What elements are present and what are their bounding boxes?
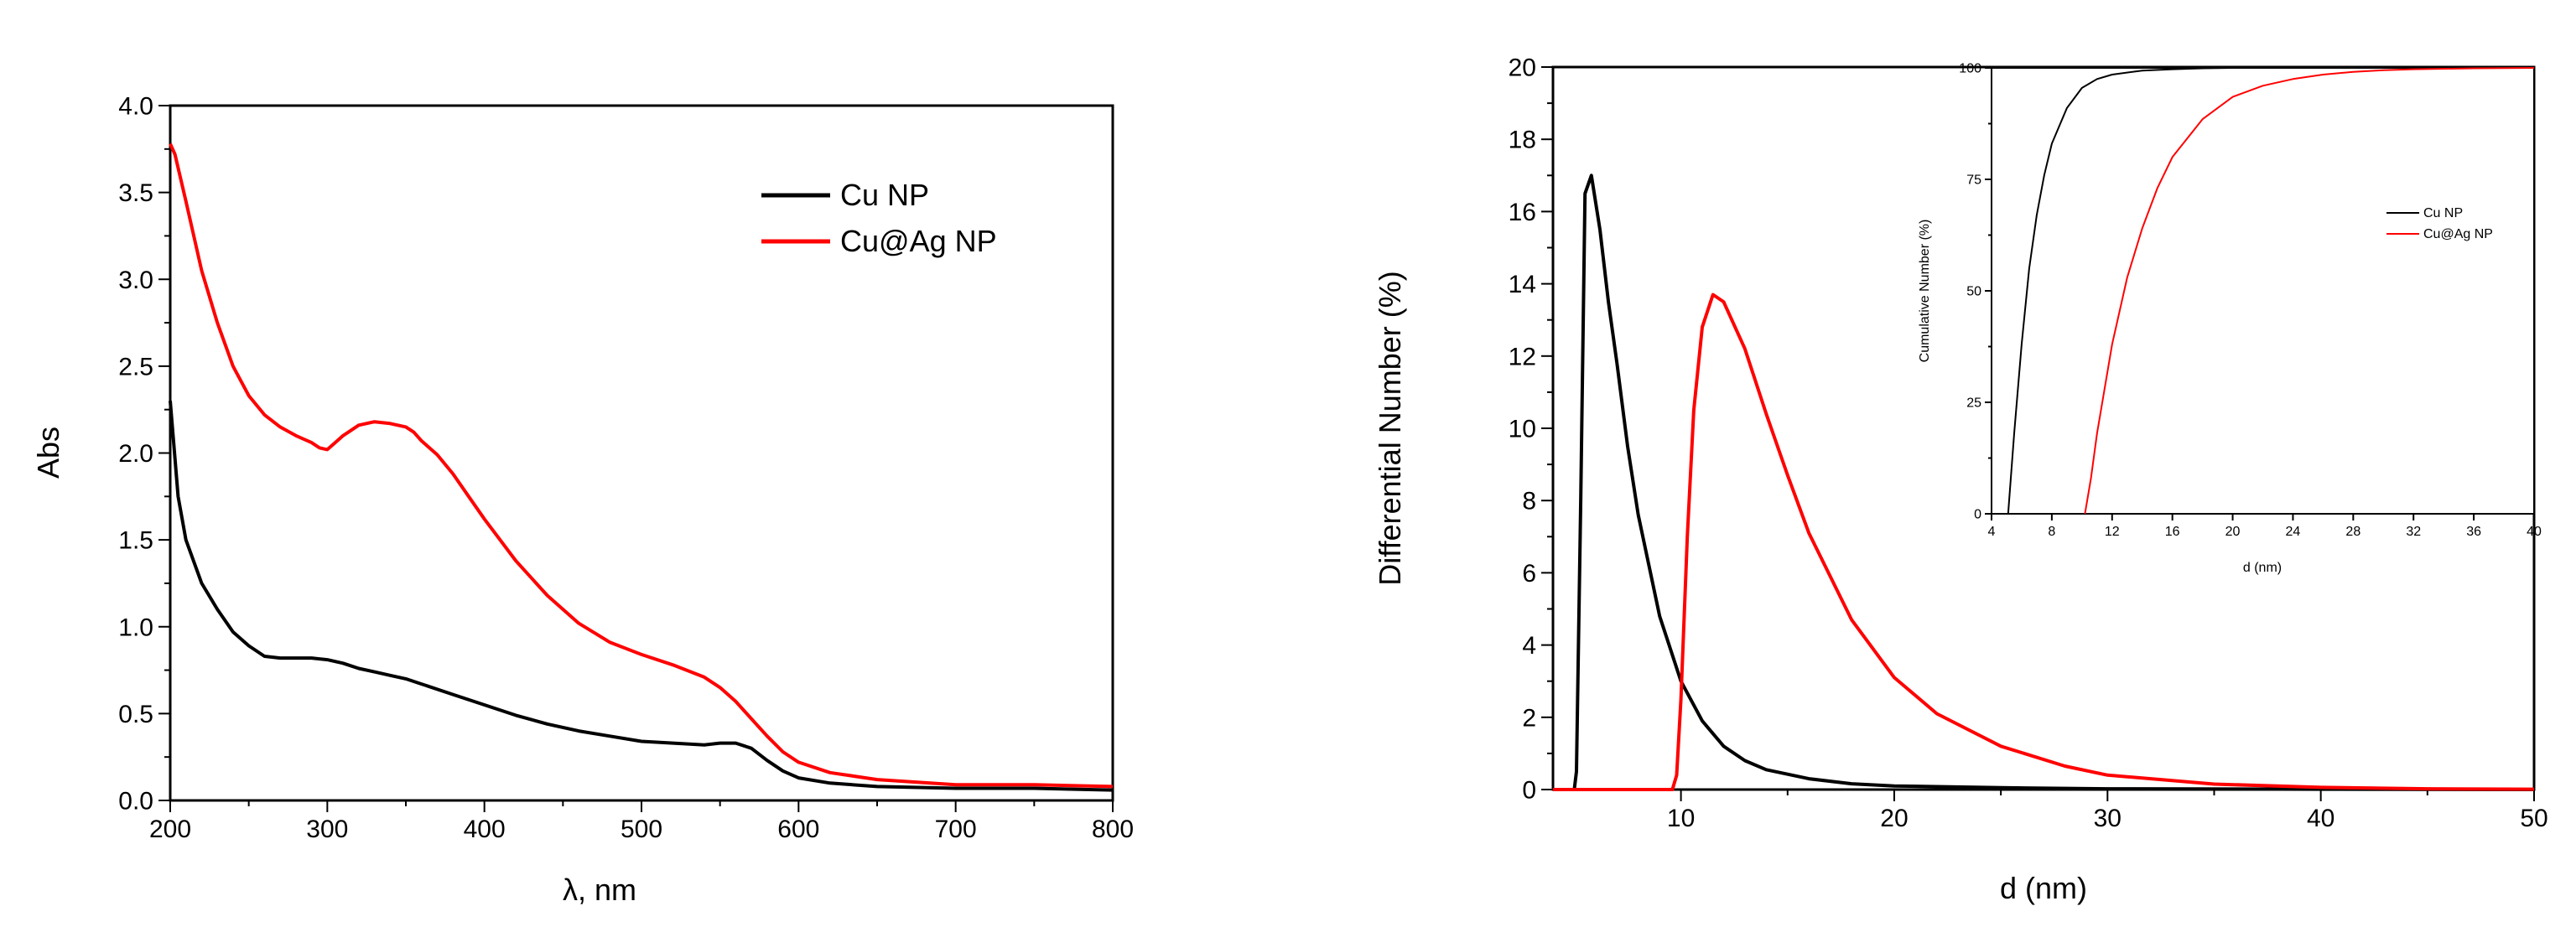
- inset-series: [2007, 67, 2535, 515]
- inset-plot-frame: [1991, 67, 2535, 515]
- y-tick-label: 1.0: [118, 614, 153, 641]
- cumulative-inset-chart: 4 8 12 16 20 24 28 32 36 40 0 25 50 75 100 d (nm) Cumu…: [1918, 62, 2542, 575]
- y-tick-label: 25: [1966, 396, 1981, 411]
- y-tick-label: 4.0: [118, 93, 153, 121]
- series-line-cu-np: [1553, 173, 2535, 791]
- absorbance-plot-frame: [169, 104, 1114, 802]
- x-tick-label: 50: [2520, 805, 2547, 832]
- distribution-series: [1553, 173, 2535, 791]
- y-tick-label: 2: [1522, 704, 1536, 732]
- y-tick-label: 6: [1522, 560, 1536, 588]
- y-tick-label: 1.5: [118, 527, 153, 555]
- series-line-cu-np: [2007, 67, 2534, 515]
- absorbance-x-label: λ, nm: [563, 873, 636, 907]
- y-tick-label: 3.0: [118, 267, 153, 294]
- x-tick-label: 40: [2307, 805, 2334, 832]
- absorbance-y-label: Abs: [31, 427, 65, 479]
- x-tick-label: 20: [2225, 525, 2241, 539]
- x-tick-label: 32: [2406, 525, 2421, 539]
- x-tick-label: 16: [2165, 525, 2180, 539]
- distribution-y-label: Differential Number (%): [1373, 271, 1407, 585]
- y-tick-label: 100: [1959, 62, 1981, 76]
- absorbance-ticks: 200 300 400 500 600 700 800 0.0 0.5 1.0 1.5 2.0 2.5 3…: [118, 93, 1134, 844]
- inset-legend: Cu NP Cu@Ag NP: [2386, 206, 2493, 241]
- y-tick-label: 4: [1522, 632, 1536, 660]
- x-tick-label: 28: [2345, 525, 2360, 539]
- y-tick-label: 0.5: [118, 701, 153, 728]
- x-tick-label: 500: [621, 816, 662, 843]
- x-tick-label: 200: [149, 816, 191, 843]
- y-tick-label: 75: [1966, 173, 1981, 188]
- y-tick-label: 10: [1509, 416, 1536, 443]
- y-tick-label: 0.0: [118, 788, 153, 816]
- y-tick-label: 0: [1974, 508, 1981, 522]
- x-tick-label: 30: [2094, 805, 2122, 832]
- series-line-cu-ag-np: [2084, 67, 2535, 515]
- x-tick-label: 4: [1988, 525, 1996, 539]
- series-line-cu-ag-np: [1553, 293, 2535, 791]
- x-tick-label: 12: [2105, 525, 2120, 539]
- x-tick-label: 400: [464, 816, 506, 843]
- legend-label-cu-np: Cu NP: [840, 178, 929, 212]
- inset-x-label: d (nm): [2243, 561, 2282, 575]
- absorbance-chart: 200 300 400 500 600 700 800 0.0 0.5 1.0 1.5 2.0 2.5 3…: [31, 93, 1134, 908]
- x-tick-label: 20: [1880, 805, 1908, 832]
- legend-label-cu-ag-np: Cu@Ag NP: [840, 224, 997, 258]
- y-tick-label: 16: [1509, 199, 1536, 226]
- y-tick-label: 8: [1522, 488, 1536, 515]
- distribution-x-label: d (nm): [2000, 871, 2087, 905]
- x-tick-label: 600: [777, 816, 819, 843]
- y-tick-label: 18: [1509, 127, 1536, 154]
- y-tick-label: 2.5: [118, 353, 153, 381]
- x-tick-label: 300: [306, 816, 348, 843]
- y-tick-label: 2.0: [118, 440, 153, 468]
- y-tick-label: 14: [1509, 271, 1536, 298]
- y-tick-label: 12: [1509, 343, 1536, 370]
- series-line-cu-np: [169, 401, 1114, 792]
- x-tick-label: 40: [2527, 525, 2542, 539]
- x-tick-label: 36: [2466, 525, 2481, 539]
- absorbance-series: [169, 142, 1114, 792]
- inset-y-label: Cumulative Number (%): [1918, 220, 1932, 363]
- series-line-cu-ag-np: [169, 142, 1114, 789]
- inset-legend-label-cu-ag-np: Cu@Ag NP: [2423, 227, 2493, 241]
- y-tick-label: 20: [1509, 54, 1536, 82]
- x-tick-label: 10: [1667, 805, 1695, 832]
- x-tick-label: 8: [2048, 525, 2055, 539]
- y-tick-label: 50: [1966, 285, 1981, 299]
- inset-ticks: 4 8 12 16 20 24 28 32 36 40 0 25 50 75 100: [1959, 62, 2542, 539]
- y-tick-label: 3.5: [118, 179, 153, 207]
- inset-legend-label-cu-np: Cu NP: [2423, 206, 2463, 220]
- x-tick-label: 700: [935, 816, 977, 843]
- y-tick-label: 0: [1522, 777, 1536, 805]
- x-tick-label: 800: [1092, 816, 1134, 843]
- x-tick-label: 24: [2286, 525, 2301, 539]
- absorbance-legend: Cu NP Cu@Ag NP: [761, 178, 997, 258]
